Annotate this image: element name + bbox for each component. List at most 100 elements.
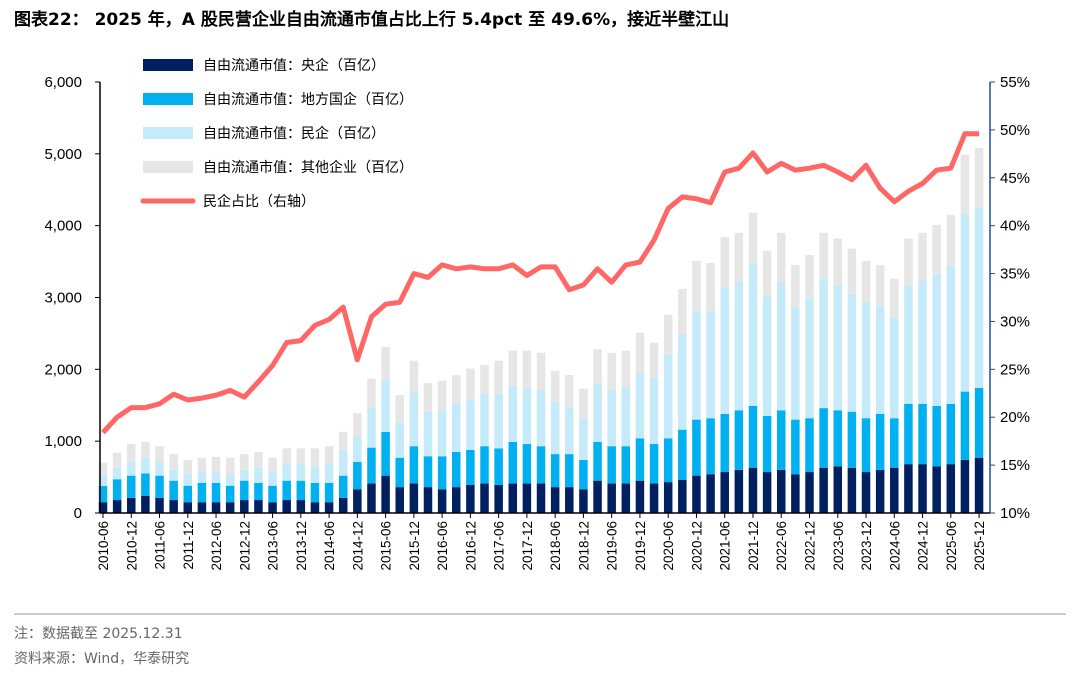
bar-segment-1 bbox=[932, 466, 941, 513]
bar-segment-1 bbox=[791, 474, 800, 513]
x-tick-label: 2024-06 bbox=[887, 521, 902, 571]
bar-segment-1 bbox=[621, 483, 631, 513]
bar-segment-3 bbox=[211, 472, 221, 483]
bar-segment-2 bbox=[776, 410, 786, 470]
bar-segment-1 bbox=[324, 502, 334, 513]
bar-segment-1 bbox=[197, 502, 207, 513]
bar-segment-1 bbox=[437, 489, 447, 513]
bar-segment-3 bbox=[522, 388, 532, 445]
bar-segment-4 bbox=[720, 237, 729, 289]
bars-layer bbox=[98, 148, 984, 513]
bar-segment-4 bbox=[282, 448, 291, 465]
bar-segment-4 bbox=[536, 352, 546, 391]
bar-segment-4 bbox=[579, 388, 588, 419]
bar-segment-3 bbox=[819, 278, 828, 409]
bar-segment-3 bbox=[395, 421, 404, 458]
bar-segment-3 bbox=[904, 286, 913, 404]
x-tick-label: 2013-06 bbox=[266, 521, 281, 571]
bar-segment-1 bbox=[112, 500, 122, 513]
bar-segment-3 bbox=[635, 373, 645, 439]
x-tick-label: 2014-12 bbox=[350, 521, 365, 571]
bar-segment-4 bbox=[437, 380, 447, 411]
bar-segment-4 bbox=[183, 459, 193, 475]
right-tick-label: 35% bbox=[1000, 266, 1030, 283]
bar-segment-4 bbox=[819, 232, 828, 279]
bar-segment-2 bbox=[621, 446, 631, 484]
bar-segment-3 bbox=[268, 472, 277, 486]
bar-segment-1 bbox=[678, 479, 687, 513]
x-tick-label: 2019-06 bbox=[605, 521, 620, 571]
bar-segment-2 bbox=[437, 456, 447, 490]
bar-segment-3 bbox=[225, 474, 235, 486]
bar-segment-3 bbox=[466, 400, 475, 450]
bar-segment-2 bbox=[833, 410, 843, 467]
bar-segment-2 bbox=[338, 475, 348, 498]
bar-segment-4 bbox=[918, 232, 927, 280]
bar-segment-2 bbox=[169, 480, 178, 501]
bar-segment-3 bbox=[805, 298, 814, 419]
bar-segment-4 bbox=[875, 265, 885, 307]
bar-segment-1 bbox=[974, 457, 984, 513]
bar-segment-3 bbox=[296, 464, 306, 481]
x-tick-label: 2017-06 bbox=[492, 521, 507, 571]
bar-segment-4 bbox=[310, 448, 320, 467]
bar-segment-3 bbox=[141, 457, 150, 474]
bar-segment-4 bbox=[395, 395, 404, 422]
bar-segment-4 bbox=[508, 350, 518, 386]
bar-segment-2 bbox=[112, 479, 122, 501]
bar-segment-2 bbox=[268, 485, 277, 503]
bar-segment-4 bbox=[268, 457, 277, 473]
bar-segment-4 bbox=[155, 446, 164, 462]
bar-segment-4 bbox=[593, 349, 602, 384]
bar-segment-1 bbox=[847, 467, 857, 513]
bar-segment-2 bbox=[904, 403, 913, 465]
bar-segment-4 bbox=[240, 454, 249, 470]
right-tick-label: 40% bbox=[1000, 218, 1030, 235]
right-tick-label: 55% bbox=[1000, 74, 1030, 91]
bar-segment-2 bbox=[762, 416, 772, 473]
left-tick-label: 5,000 bbox=[44, 146, 82, 163]
x-tick-label: 2021-12 bbox=[746, 521, 761, 571]
x-tick-label: 2020-12 bbox=[689, 521, 704, 571]
bar-segment-1 bbox=[565, 487, 574, 513]
x-tick-label: 2011-12 bbox=[181, 521, 196, 570]
right-tick-label: 25% bbox=[1000, 361, 1030, 378]
left-tick-label: 4,000 bbox=[44, 218, 82, 235]
bar-segment-2 bbox=[720, 413, 729, 473]
bar-segment-3 bbox=[833, 286, 843, 411]
right-tick-label: 45% bbox=[1000, 170, 1030, 187]
bar-segment-1 bbox=[494, 484, 503, 513]
bar-segment-4 bbox=[776, 232, 786, 282]
bar-segment-1 bbox=[240, 500, 249, 513]
x-tick-label: 2024-12 bbox=[916, 521, 931, 571]
bar-segment-2 bbox=[635, 438, 645, 481]
bar-segment-1 bbox=[353, 489, 362, 513]
bar-segment-3 bbox=[692, 311, 701, 420]
bar-segment-4 bbox=[169, 454, 178, 470]
left-tick-label: 3,000 bbox=[44, 290, 82, 307]
bar-segment-4 bbox=[141, 441, 150, 458]
line-layer bbox=[101, 131, 980, 435]
bar-segment-2 bbox=[282, 480, 291, 501]
bar-segment-4 bbox=[112, 452, 122, 468]
bar-segment-1 bbox=[536, 483, 546, 513]
right-tick-label: 10% bbox=[1000, 505, 1030, 522]
axes: 0 1,000 2,000 3,000 4,000 5,000 6,000 10% 15% 20%… bbox=[44, 74, 1030, 571]
bar-segment-1 bbox=[225, 502, 235, 513]
bar-segment-3 bbox=[197, 472, 207, 483]
bar-segment-1 bbox=[960, 459, 970, 513]
bar-segment-1 bbox=[833, 466, 843, 513]
bar-segment-3 bbox=[748, 263, 758, 406]
x-tick-label: 2023-12 bbox=[859, 521, 874, 571]
bar-segment-3 bbox=[324, 464, 334, 483]
bar-segment-4 bbox=[197, 457, 207, 473]
bar-segment-1 bbox=[748, 467, 758, 513]
bar-segment-1 bbox=[692, 475, 701, 513]
bar-segment-1 bbox=[508, 483, 518, 513]
bar-segment-3 bbox=[918, 279, 927, 404]
bar-segment-3 bbox=[112, 467, 122, 480]
bar-segment-3 bbox=[932, 273, 941, 406]
bar-segment-2 bbox=[409, 446, 419, 484]
bar-segment-2 bbox=[918, 403, 927, 465]
bar-segment-1 bbox=[409, 483, 419, 513]
